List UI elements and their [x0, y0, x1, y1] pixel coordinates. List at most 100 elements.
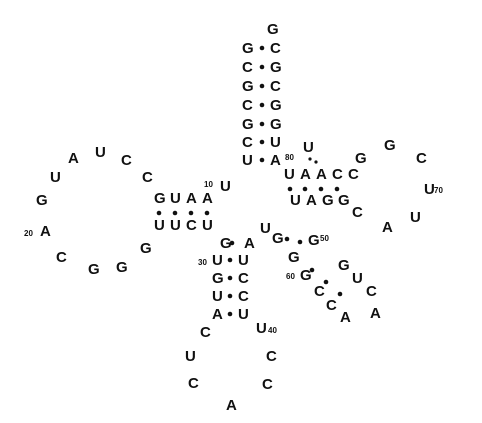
base-pair-dot: [259, 83, 265, 89]
nucleotide: C: [266, 348, 277, 365]
base-pair-dot: [259, 102, 265, 108]
nucleotide: A: [370, 305, 381, 322]
nucleotide: C: [188, 375, 199, 392]
nucleotide: C: [332, 166, 343, 183]
nucleotide: C: [121, 152, 132, 169]
nucleotide: C: [348, 166, 359, 183]
nucleotide: U: [303, 139, 314, 156]
base-pair-dot: [259, 139, 265, 145]
base-pair-dot: [302, 186, 308, 192]
nucleotide: A: [300, 166, 311, 183]
nucleotide: G: [220, 235, 232, 252]
position-labels: 10 20 30 40 50 60 70 80: [24, 153, 443, 335]
nucleotide: U: [202, 217, 213, 234]
nucleotide: G: [116, 259, 128, 276]
base-pair-dot: [297, 239, 303, 245]
diagonal-helix: G G G C C A A C U G G: [272, 230, 381, 326]
anticodon-arm: G U G U A C U C A C C U U C C U A: [185, 235, 277, 414]
nucleotide: C: [270, 78, 281, 95]
acceptor-stem: G G C C G G C C G G G C U U A: [242, 21, 282, 169]
nucleotide: A: [316, 166, 327, 183]
base-pair-dot: [287, 186, 293, 192]
nucleotide: U: [170, 217, 181, 234]
nucleotide: G: [267, 21, 279, 38]
nucleotide: C: [270, 40, 281, 57]
base-pair-dot: [227, 293, 233, 299]
position-label: 10: [204, 180, 213, 189]
position-label: 30: [198, 258, 207, 267]
base-pair-dot: [204, 210, 210, 216]
nucleotide: U: [50, 169, 61, 186]
nucleotide: C: [262, 376, 273, 393]
nucleotide: U: [212, 252, 223, 269]
nucleotide: A: [306, 192, 317, 209]
nucleotide: G: [36, 192, 48, 209]
nucleotide: U: [410, 209, 421, 226]
nucleotide: U: [95, 144, 106, 161]
nucleotide: G: [288, 249, 300, 266]
base-pair-dot: [309, 267, 315, 273]
nucleotide: C: [314, 283, 325, 300]
base-pair-dot: [188, 210, 194, 216]
base-pair-dot: [227, 275, 233, 281]
nucleotide: G: [338, 257, 350, 274]
base-pair-dot: [156, 210, 162, 216]
nucleotide: G: [300, 267, 312, 284]
nucleotide: U: [352, 270, 363, 287]
nucleotide: G: [242, 78, 254, 95]
nucleotide: G: [308, 232, 320, 249]
nucleotide: C: [242, 59, 253, 76]
position-label: 50: [320, 234, 329, 243]
nucleotide: C: [242, 134, 253, 151]
nucleotide: U: [185, 348, 196, 365]
base-pair-dot: [308, 157, 312, 161]
base-pair-dot: [259, 157, 265, 163]
nucleotide: G: [212, 270, 224, 287]
nucleotide: G: [242, 40, 254, 57]
nucleotide: U: [238, 306, 249, 323]
nucleotide: U: [290, 192, 301, 209]
nucleotide: C: [352, 204, 363, 221]
nucleotide: G: [272, 230, 284, 247]
nucleotide: A: [244, 235, 255, 252]
nucleotide: U: [270, 134, 281, 151]
nucleotide: U: [424, 181, 435, 198]
nucleotide: C: [416, 150, 427, 167]
base-pair-dot: [284, 236, 290, 242]
nucleotide: A: [186, 190, 197, 207]
nucleotide: G: [270, 116, 282, 133]
position-label: 20: [24, 229, 33, 238]
nucleotide: U: [256, 320, 267, 337]
base-pair-dot: [318, 186, 324, 192]
position-label: 40: [268, 326, 277, 335]
base-pair-dot: [227, 311, 233, 317]
nucleotide: A: [212, 306, 223, 323]
nucleotide: C: [56, 249, 67, 266]
nucleotide: U: [260, 220, 271, 237]
base-pair-dot: [337, 291, 343, 297]
nucleotide: A: [40, 223, 51, 240]
nucleotide: G: [88, 261, 100, 278]
nucleotide: G: [154, 190, 166, 207]
nucleotide: C: [326, 297, 337, 314]
d-arm: U A A U G C C U A U G A C G G G U U C U: [36, 144, 231, 278]
nucleotide: G: [270, 97, 282, 114]
nucleotide: A: [270, 152, 281, 169]
nucleotide: U: [212, 288, 223, 305]
nucleotide: U: [284, 166, 295, 183]
position-label: 80: [285, 153, 294, 162]
nucleotide: U: [238, 252, 249, 269]
base-pair-dot: [323, 279, 329, 285]
nucleotide: C: [366, 283, 377, 300]
nucleotide: G: [322, 192, 334, 209]
nucleotide: C: [142, 169, 153, 186]
nucleotide: A: [68, 150, 79, 167]
position-label: 60: [286, 272, 295, 281]
position-label: 70: [434, 186, 443, 195]
nucleotide: G: [355, 150, 367, 167]
nucleotide: G: [384, 137, 396, 154]
nucleotide: C: [186, 217, 197, 234]
nucleotide: A: [202, 190, 213, 207]
nucleotide: G: [140, 240, 152, 257]
